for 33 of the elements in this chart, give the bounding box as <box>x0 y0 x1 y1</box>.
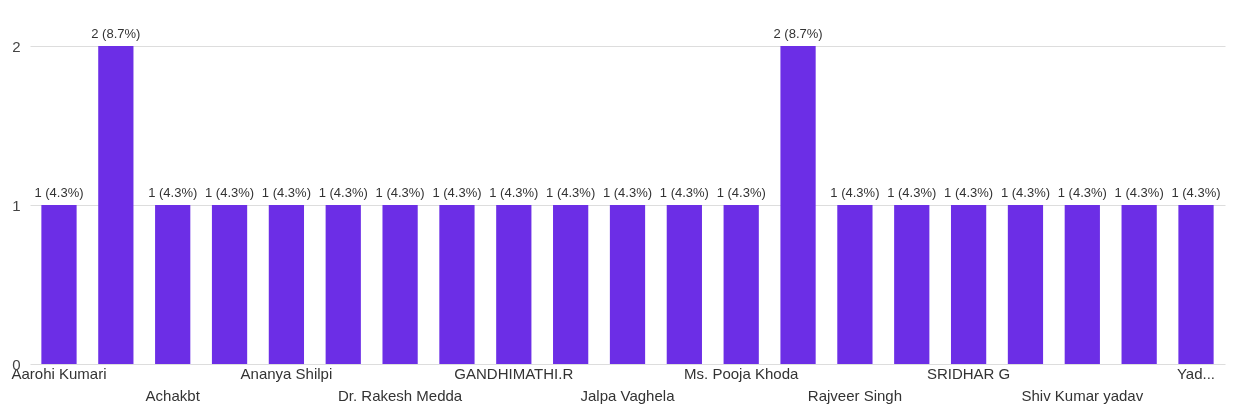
data-label: 2 (8.7%) <box>91 26 141 41</box>
data-label: 1 (4.3%) <box>546 185 596 200</box>
data-label: 1 (4.3%) <box>602 185 653 200</box>
data-label: 1 (4.3%) <box>1000 185 1051 200</box>
x-tick-label: SRIDHAR G <box>926 364 1011 382</box>
data-label: 1 (4.3%) <box>261 185 311 200</box>
data-label: 1 (4.3%) <box>1114 185 1164 200</box>
x-tick-label: Ananya Shilpi <box>240 364 333 382</box>
y-tick-label: 1 <box>12 196 21 214</box>
data-label: 1 (4.3%) <box>148 185 198 200</box>
data-label: 1 (4.3%) <box>830 185 880 200</box>
x-tick-label: Rajveer Singh <box>807 386 903 404</box>
data-label: 1 (4.3%) <box>489 185 539 200</box>
data-label: 1 (4.3%) <box>944 185 994 200</box>
data-label: 1 (4.3%) <box>375 185 425 200</box>
data-label: 1 (4.3%) <box>204 185 255 200</box>
data-label: 1 (4.3%) <box>34 185 84 200</box>
x-tick-label: Achakbt <box>145 386 201 404</box>
data-label: 1 (4.3%) <box>432 185 482 200</box>
x-tick-label: Yad... <box>1176 364 1216 382</box>
x-tick-label: Dr. Rakesh Medda <box>337 386 463 404</box>
data-label: 1 (4.3%) <box>716 185 766 200</box>
y-tick-label: 2 <box>12 37 21 55</box>
data-label: 1 (4.3%) <box>659 185 709 200</box>
data-label: 1 (4.3%) <box>887 185 937 200</box>
x-tick-label: Shiv Kumar yadav <box>1021 386 1144 404</box>
data-label: 1 (4.3%) <box>1171 185 1221 200</box>
data-label: 1 (4.3%) <box>1057 185 1107 200</box>
x-tick-label: Jalpa Vaghela <box>580 386 676 404</box>
data-label: 2 (8.7%) <box>773 26 823 41</box>
data-label: 1 (4.3%) <box>318 185 368 200</box>
x-tick-label: Ms. Pooja Khoda <box>684 364 799 382</box>
x-tick-label: GANDHIMATHI.R <box>454 364 574 382</box>
